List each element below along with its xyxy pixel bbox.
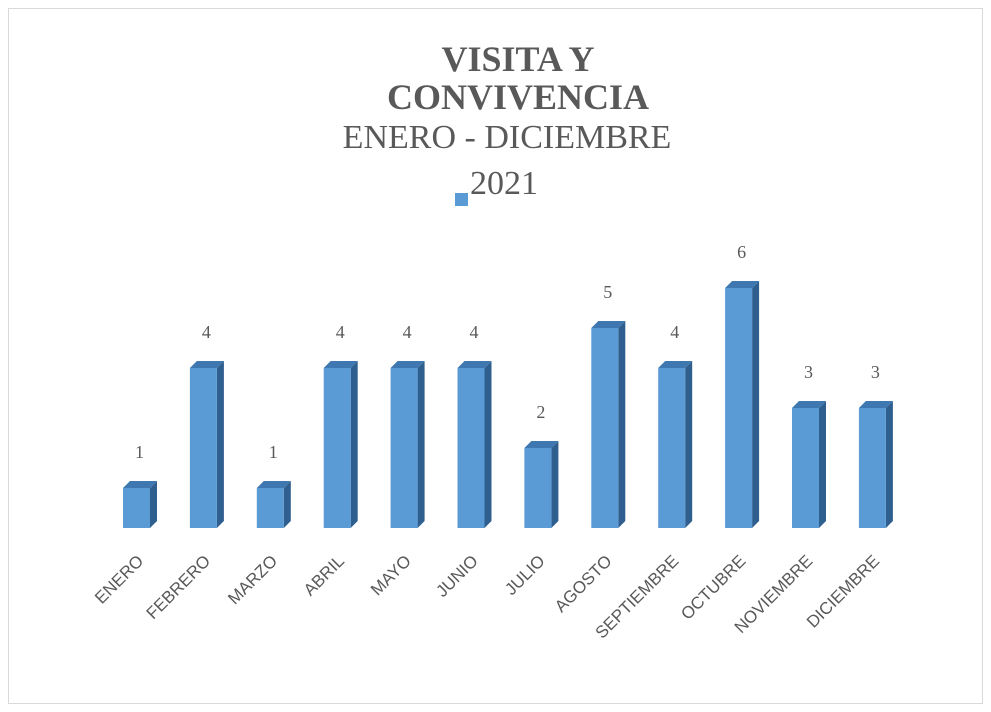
bar-side — [819, 401, 826, 528]
bar-top — [457, 361, 492, 368]
bar-top — [725, 281, 760, 288]
x-tick-label: JULIO — [501, 551, 549, 599]
x-tick-label: MARZO — [224, 551, 281, 608]
data-label: 5 — [603, 282, 612, 302]
data-label: 1 — [269, 442, 278, 462]
x-tick-label: DICIEMBRE — [803, 551, 883, 631]
bar-top — [189, 361, 224, 368]
chart-title: VISITA Y CONVIVENCIA — [386, 39, 650, 117]
x-tick-label: MAYO — [367, 551, 415, 599]
bar — [658, 368, 686, 528]
x-tick-label: ABRIL — [300, 551, 348, 599]
bar-top — [256, 481, 291, 488]
bar — [792, 408, 819, 528]
bar-top — [658, 361, 693, 368]
data-label: 4 — [202, 322, 211, 342]
bar-side — [216, 361, 224, 528]
bar — [390, 368, 418, 528]
bar-side — [150, 481, 157, 528]
data-label: 2 — [536, 402, 545, 422]
bar-side — [283, 481, 291, 528]
legend-label: 2021 — [470, 165, 538, 202]
x-tick-label: FEBRERO — [143, 551, 215, 623]
bar-top — [591, 321, 626, 328]
x-tick-label: OCTUBRE — [677, 551, 749, 623]
bar — [591, 328, 619, 528]
bar-side — [885, 401, 893, 528]
bar-side — [484, 361, 492, 528]
bar — [323, 368, 351, 528]
data-label: 4 — [336, 322, 345, 342]
bar — [725, 288, 753, 528]
data-label: 3 — [871, 362, 880, 382]
x-tick-label: AGOSTO — [551, 551, 616, 616]
bar — [256, 488, 284, 528]
bar-side — [752, 281, 760, 528]
data-label: 4 — [470, 322, 479, 342]
data-label: 3 — [804, 362, 813, 382]
chart-subtitle: ENERO - DICIEMBRE — [343, 119, 672, 156]
bar-top — [792, 401, 826, 408]
data-label: 4 — [403, 322, 412, 342]
bar — [524, 448, 552, 528]
bar — [457, 368, 485, 528]
bar-top — [858, 401, 893, 408]
bar-side — [417, 361, 425, 528]
data-label: 6 — [737, 242, 746, 262]
bar-top — [123, 481, 157, 488]
bar — [858, 408, 886, 528]
bar-top — [323, 361, 358, 368]
data-label: 4 — [670, 322, 679, 342]
bar — [123, 488, 150, 528]
data-label: 1 — [135, 442, 144, 462]
chart-border — [8, 8, 983, 704]
bar-side — [618, 321, 626, 528]
bar-top — [390, 361, 425, 368]
bar-side — [685, 361, 693, 528]
bar-side — [350, 361, 358, 528]
x-tick-label: ENERO — [91, 551, 147, 607]
bar-side — [551, 441, 559, 528]
legend-swatch — [455, 193, 468, 206]
bar-top — [524, 441, 559, 448]
bar — [189, 368, 217, 528]
x-tick-label: JUNIO — [432, 551, 481, 600]
